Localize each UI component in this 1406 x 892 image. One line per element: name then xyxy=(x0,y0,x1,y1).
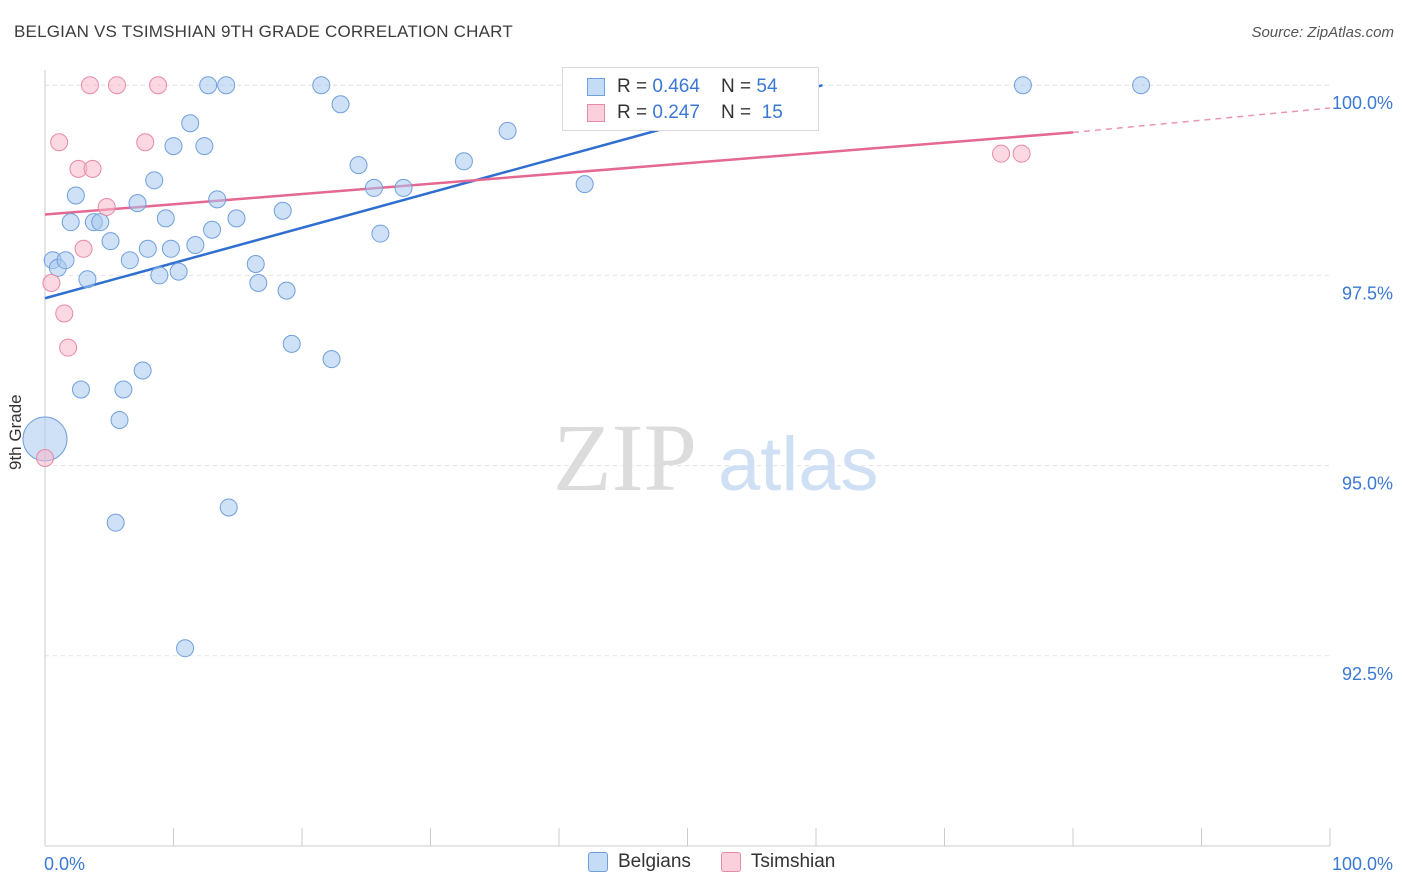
y-tick-label: 100.0% xyxy=(1332,93,1393,113)
point-belgians xyxy=(312,76,331,95)
legend-label-belgians: Belgians xyxy=(618,851,691,872)
stats-row-tsimshian: R = 0.247 N = 15 xyxy=(587,101,783,125)
chart-title: BELGIAN VS TSIMSHIAN 9TH GRADE CORRELATI… xyxy=(14,22,513,41)
point-belgians xyxy=(181,114,200,133)
point-belgians xyxy=(71,380,90,399)
point-tsimshian xyxy=(80,76,99,95)
source-label: Source: ZipAtlas.com xyxy=(1251,24,1394,41)
watermark-atlas: atlas xyxy=(718,422,879,507)
y-axis-label: 9th Grade xyxy=(6,394,25,470)
point-belgians xyxy=(110,410,129,429)
tick-labels: 92.5% 95.0% 97.5% 100.0% 0.0% 100.0% xyxy=(44,93,1393,874)
point-belgians xyxy=(203,220,222,239)
point-belgians xyxy=(364,178,383,197)
point-belgians xyxy=(138,239,157,258)
point-belgians xyxy=(498,121,517,140)
point-belgians xyxy=(246,255,265,273)
point-belgians xyxy=(176,639,195,658)
point-belgians xyxy=(219,498,238,517)
tsimshian-swatch xyxy=(587,104,605,122)
point-belgians xyxy=(128,194,147,213)
point-belgians xyxy=(249,274,268,293)
data-points xyxy=(22,76,1151,658)
point-tsimshian xyxy=(149,76,168,95)
point-belgians xyxy=(161,239,180,258)
tsimshian-legend-swatch xyxy=(720,852,741,872)
point-belgians xyxy=(66,186,85,205)
point-belgians xyxy=(227,209,246,228)
point-belgians xyxy=(145,171,164,190)
point-tsimshian xyxy=(42,274,61,293)
point-belgians xyxy=(273,201,292,220)
y-tick-label: 97.5% xyxy=(1342,283,1393,303)
point-belgians xyxy=(454,152,473,171)
y-tick-label: 92.5% xyxy=(1342,664,1393,684)
legend-item-tsimshian[interactable]: Tsimshian xyxy=(720,851,836,873)
n-label: N = xyxy=(721,76,752,97)
point-belgians xyxy=(394,178,413,197)
watermark: ZIP atlas xyxy=(553,404,879,511)
point-belgians xyxy=(56,251,75,270)
point-belgians xyxy=(114,380,133,399)
gridlines xyxy=(45,84,1330,657)
point-tsimshian xyxy=(992,144,1011,163)
r-value: 0.464 xyxy=(652,76,700,97)
point-belgians xyxy=(150,266,169,285)
point-belgians xyxy=(277,281,296,300)
point-belgians xyxy=(120,251,139,270)
point-belgians xyxy=(133,361,152,380)
point-belgians xyxy=(331,95,350,114)
point-tsimshian xyxy=(50,133,69,152)
point-belgians xyxy=(78,270,97,289)
belgians-swatch xyxy=(587,78,605,96)
point-belgians xyxy=(195,137,214,156)
point-belgians xyxy=(208,190,227,209)
point-belgians xyxy=(156,209,175,228)
point-belgians xyxy=(322,350,341,369)
point-belgians xyxy=(282,334,301,353)
n-value: 15 xyxy=(761,102,783,123)
point-belgians xyxy=(91,213,110,232)
point-tsimshian xyxy=(136,133,155,152)
x-tick-label: 0.0% xyxy=(44,854,85,874)
trendline-extension-tsimshian xyxy=(1072,107,1331,134)
point-belgians xyxy=(371,224,390,243)
point-belgians xyxy=(169,262,188,281)
point-belgians xyxy=(106,513,125,532)
r-label: R = xyxy=(617,102,653,123)
point-belgians xyxy=(186,235,205,254)
point-tsimshian xyxy=(83,159,102,178)
point-belgians xyxy=(1132,76,1151,95)
r-label: R = xyxy=(617,76,653,97)
point-tsimshian xyxy=(36,449,54,467)
point-tsimshian xyxy=(74,239,93,258)
point-belgians xyxy=(164,137,183,156)
n-label: N = xyxy=(721,102,752,123)
x-tick-label: 100.0% xyxy=(1332,854,1393,874)
point-tsimshian xyxy=(55,304,74,323)
series-legend: Belgians Tsimshian xyxy=(588,851,865,873)
point-tsimshian xyxy=(1012,144,1031,163)
point-tsimshian xyxy=(59,338,78,357)
y-tick-label: 95.0% xyxy=(1342,474,1393,494)
point-belgians xyxy=(101,232,120,251)
point-belgians xyxy=(349,156,368,175)
legend-label-tsimshian: Tsimshian xyxy=(750,851,836,872)
belgians-legend-swatch xyxy=(588,852,608,872)
legend-item-belgians[interactable]: Belgians xyxy=(588,851,691,873)
point-tsimshian xyxy=(107,76,126,95)
r-value: 0.247 xyxy=(652,102,700,123)
n-value: 54 xyxy=(756,76,778,97)
stats-row-belgians: R = 0.464 N = 54 xyxy=(587,75,778,99)
point-belgians xyxy=(1013,76,1032,95)
point-tsimshian xyxy=(97,197,116,216)
watermark-zip: ZIP xyxy=(553,404,697,511)
point-belgians xyxy=(61,213,80,232)
stats-legend: R = 0.464 N = 54 R = 0.247 N = 15 xyxy=(562,67,819,131)
point-belgians xyxy=(575,175,594,194)
point-belgians xyxy=(199,76,218,95)
point-belgians xyxy=(217,76,236,95)
